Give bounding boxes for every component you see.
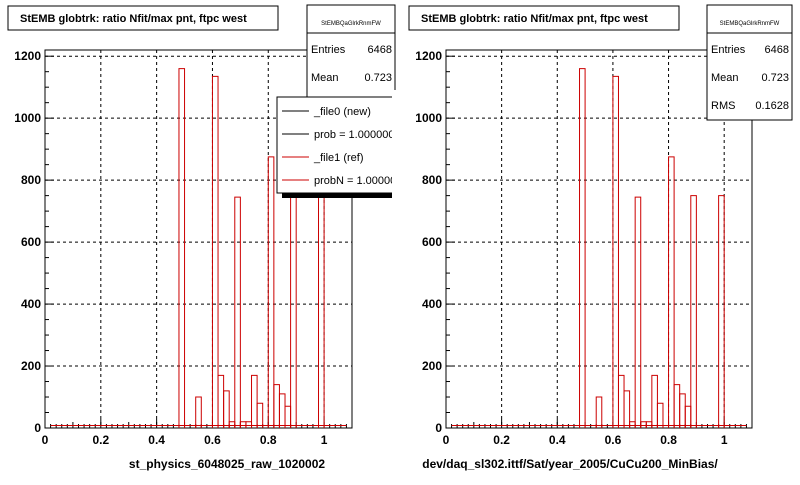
x-tick-label: 1 (321, 433, 328, 447)
histogram-bar (273, 384, 280, 428)
y-tick-label: 600 (21, 235, 41, 249)
histogram-bar (629, 421, 636, 428)
histogram-bar (617, 374, 625, 428)
stats-value: 6468 (765, 44, 789, 56)
legend-label: _file1 (ref) (313, 152, 364, 164)
histogram-bar (645, 421, 653, 428)
y-tick-label: 400 (21, 297, 41, 311)
x-tick-label: 0.2 (493, 433, 510, 447)
histogram-bar (668, 156, 675, 428)
y-tick-label: 200 (21, 359, 41, 373)
chart-title-box (7, 5, 279, 31)
y-tick-label: 200 (422, 359, 442, 373)
histogram-bar (612, 75, 619, 428)
histogram-bar (640, 421, 647, 428)
chart-title: StEMB globtrk: ratio Nfit/max pnt, ftpc … (20, 13, 247, 25)
x-tick-label: 1 (721, 433, 728, 447)
x-axis-label: st_physics_6048025_raw_1020002 (129, 457, 325, 471)
stats-name: StEMBQaGlrkRnmFW (720, 21, 780, 27)
histogram-bar (284, 405, 292, 428)
stats-label: Mean (711, 72, 739, 84)
y-tick-label: 400 (422, 297, 442, 311)
histogram-bar (228, 421, 236, 428)
histogram-bar (634, 196, 642, 428)
y-tick-label: 1000 (415, 111, 442, 125)
histogram-bar (234, 196, 241, 428)
chart-panel-2: 0 0.2 0.4 0.6 0.8 1 0 200 400 600 800 1000 1200 StEMB… (408, 4, 793, 471)
x-tick-label: 0.4 (148, 433, 165, 447)
y-tick-label: 1000 (14, 111, 41, 125)
histogram-bar (251, 374, 258, 428)
histogram-bar (623, 390, 631, 428)
x-tick-label: 0.2 (92, 433, 109, 447)
legend-label: _file0 (new) (313, 106, 371, 118)
x-tick-label: 0.6 (605, 433, 622, 447)
legend-clip (392, 90, 406, 210)
histogram-bars (451, 68, 747, 428)
histogram-bar (217, 374, 225, 428)
y-tick-label: 0 (435, 421, 442, 435)
histogram-bar (278, 393, 286, 428)
legend-label: prob = 1.000000 (314, 129, 394, 141)
stats-value: 6468 (368, 44, 392, 56)
chart-title: StEMB globtrk: ratio Nfit/max pnt, ftpc … (421, 13, 648, 25)
x-tick-label: 0.8 (260, 433, 277, 447)
histogram-bar (223, 390, 230, 428)
histogram-bar (595, 396, 603, 428)
histogram-bar (690, 195, 697, 428)
histogram-bar (290, 195, 297, 428)
y-tick-label: 1200 (14, 49, 41, 63)
x-tick-label: 0 (443, 433, 450, 447)
stats-label: Mean (311, 72, 339, 84)
y-tick-label: 800 (422, 173, 442, 187)
stats-value: 0.1628 (755, 100, 789, 112)
stats-value: 0.723 (761, 72, 789, 84)
y-tick-label: 0 (34, 421, 41, 435)
y-tick-label: 800 (21, 173, 41, 187)
histogram-bar (684, 405, 692, 428)
histogram-bar (239, 421, 247, 428)
stats-label: Entries (311, 44, 346, 56)
x-axis-label: dev/daq_sl302.ittf/Sat/year_2005/CuCu200… (422, 457, 718, 471)
x-tick-label: 0 (42, 433, 49, 447)
histogram-bar (211, 75, 219, 428)
histogram-bar (195, 396, 202, 428)
legend-label: probN = 1.000000 (314, 175, 402, 187)
grid (446, 50, 752, 428)
histogram-bar (718, 195, 725, 428)
stats-name: StEMBQaGlrkRnmFW (321, 21, 381, 27)
histogram-bar (679, 393, 686, 428)
y-tick-label: 1200 (415, 49, 442, 63)
histogram-bar (579, 68, 586, 428)
histogram-bar (673, 384, 681, 428)
plot-frame (44, 49, 353, 429)
plot-frame (445, 49, 753, 429)
y-tick-label: 600 (422, 235, 442, 249)
x-tick-label: 0.8 (660, 433, 677, 447)
histogram-bar (651, 374, 658, 428)
histogram-bar (256, 402, 264, 428)
x-tick-label: 0.4 (549, 433, 566, 447)
legend-box (276, 96, 396, 194)
histogram-bar (656, 402, 664, 428)
x-tick-label: 0.6 (204, 433, 221, 447)
stats-label: Entries (711, 44, 746, 56)
stats-box (306, 4, 396, 101)
stats-box (706, 4, 793, 121)
histogram-bar (267, 156, 275, 428)
stats-value: 0.723 (364, 72, 392, 84)
histogram-bar (178, 68, 186, 428)
histogram-bar (245, 421, 253, 428)
stats-label: RMS (711, 100, 735, 112)
chart-panel-1: 0 0.2 0.4 0.6 0.8 1 0 200 400 600 800 1000 1200 StEMB… (7, 4, 406, 471)
histogram-bar (318, 195, 325, 428)
chart-title-box (408, 5, 680, 31)
